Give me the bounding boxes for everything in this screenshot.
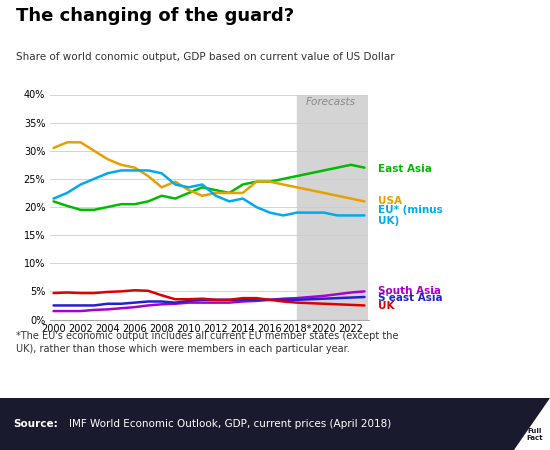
Bar <box>297 94 371 320</box>
Text: USA: USA <box>378 196 402 207</box>
Text: *The EU's economic output includes all current EU member states (except the
UK),: *The EU's economic output includes all c… <box>16 331 399 354</box>
Text: IMF World Economic Outlook, GDP, current prices (April 2018): IMF World Economic Outlook, GDP, current… <box>69 419 391 429</box>
Polygon shape <box>514 398 550 450</box>
Text: Share of world conomic output, GDP based on current value of US Dollar: Share of world conomic output, GDP based… <box>16 52 395 62</box>
Text: South Asia: South Asia <box>378 286 441 297</box>
Text: Source:: Source: <box>14 419 58 429</box>
Text: East Asia: East Asia <box>378 164 432 174</box>
Text: Full
Fact: Full Fact <box>526 428 543 441</box>
Text: The changing of the guard?: The changing of the guard? <box>16 7 295 25</box>
Text: EU* (minus
UK): EU* (minus UK) <box>378 205 443 226</box>
Text: S'east Asia: S'east Asia <box>378 293 443 303</box>
Text: UK: UK <box>378 301 395 311</box>
Text: Forecasts: Forecasts <box>306 97 356 107</box>
